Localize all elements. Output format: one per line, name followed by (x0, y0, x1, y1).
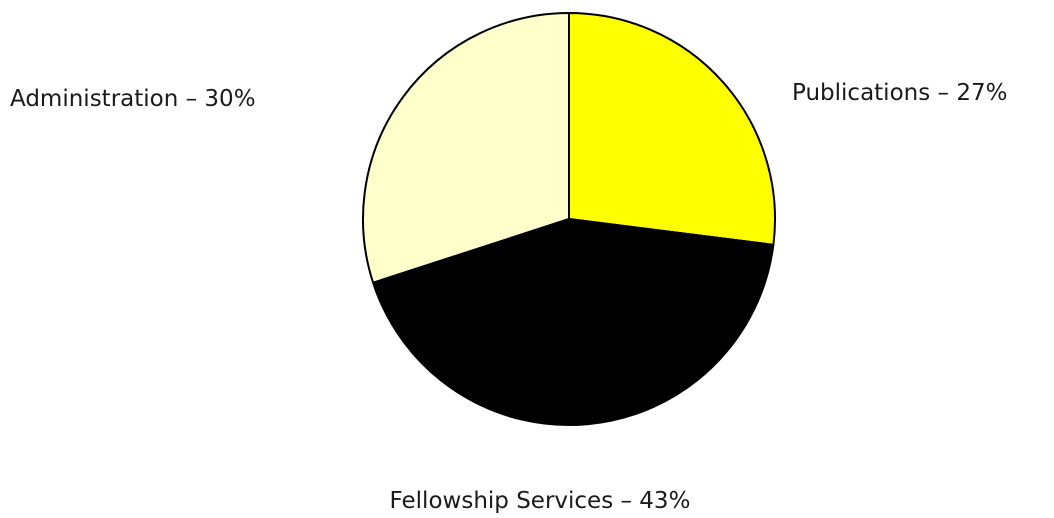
pie-slice-administration (362, 12, 570, 284)
pie-slice-publications (568, 12, 776, 246)
pie-slices (362, 12, 776, 426)
label-fellowship-services: Fellowship Services – 43% (390, 488, 691, 514)
label-administration: Administration – 30% (10, 86, 256, 112)
pie-slice-fellowship-services (372, 218, 775, 426)
label-publications: Publications – 27% (792, 80, 1007, 106)
